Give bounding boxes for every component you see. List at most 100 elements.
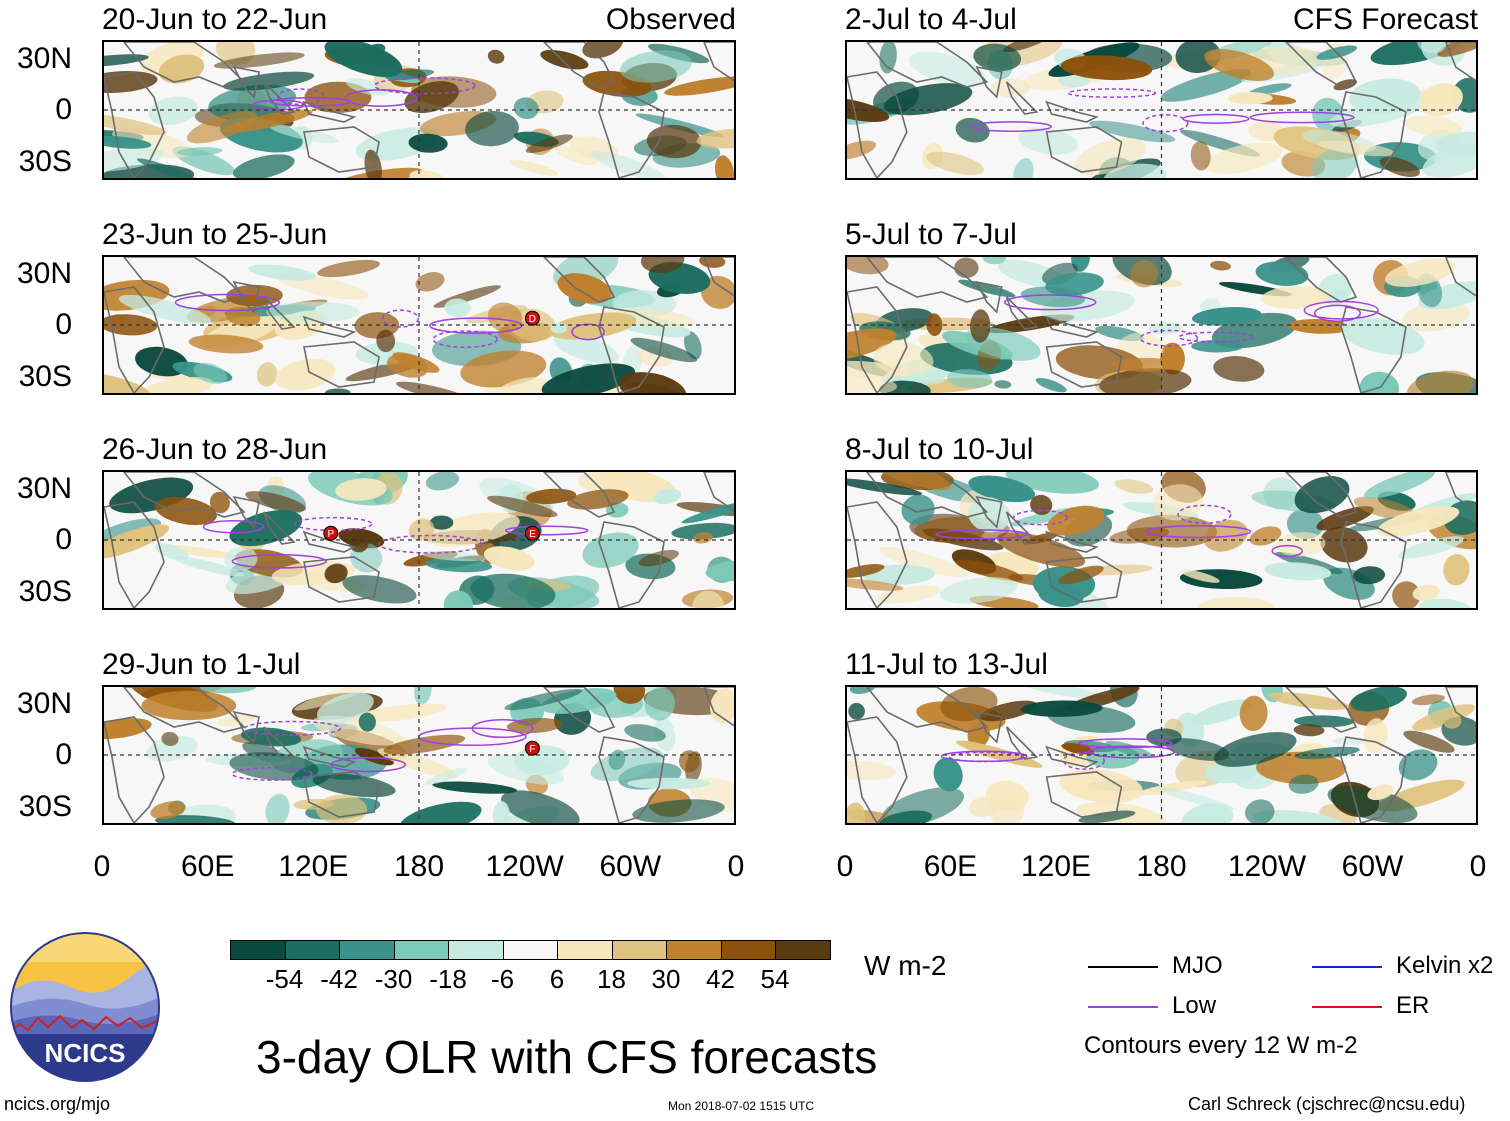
olr-anomaly-blob [1105, 740, 1153, 759]
panel-title: 2-Jul to 4-Jul [845, 3, 1017, 36]
olr-anomaly-blob [640, 257, 685, 274]
low-contour [231, 553, 327, 569]
olr-anomaly-blob [553, 333, 619, 364]
olr-anomaly-blob [161, 731, 179, 746]
coastline [1340, 736, 1407, 823]
footer-url[interactable]: ncics.org/mjo [4, 1094, 111, 1114]
lat-tick-label: 30N [16, 472, 72, 505]
olr-anomaly-blob [223, 71, 315, 91]
olr-anomaly-blob [377, 748, 458, 778]
olr-anomaly-blob [578, 472, 634, 494]
map-panel [845, 685, 1478, 825]
olr-anomaly-blob [1180, 569, 1220, 583]
olr-anomaly-blob [112, 127, 192, 159]
olr-anomaly-blob [188, 334, 264, 354]
olr-anomaly-blob [1443, 554, 1470, 586]
olr-anomaly-blob [513, 97, 539, 120]
olr-anomaly-blob [847, 564, 885, 578]
low-contour [381, 309, 420, 328]
olr-anomaly-blob [1268, 692, 1350, 710]
olr-anomaly-blob [1020, 700, 1103, 717]
olr-anomaly-blob [982, 257, 1007, 265]
olr-anomaly-blob [1038, 582, 1084, 608]
olr-anomaly-blob [1327, 290, 1348, 302]
coastline [1005, 511, 1039, 545]
olr-anomaly-blob [148, 96, 199, 126]
olr-anomaly-blob [1126, 514, 1218, 548]
olr-anomaly-blob [847, 140, 877, 160]
ncics-logo-icon: NCICS [10, 932, 160, 1082]
olr-anomaly-blob [395, 381, 472, 393]
olr-anomaly-blob [1210, 260, 1231, 271]
olr-anomaly-blob [172, 556, 245, 577]
olr-anomaly-blob [229, 510, 303, 547]
olr-anomaly-blob [1197, 597, 1275, 608]
olr-anomaly-blob [1191, 306, 1262, 326]
colorbar-tick-label: 54 [760, 964, 790, 994]
colorbar-units: W m-2 [864, 950, 947, 981]
coastline [847, 286, 908, 393]
coastline [975, 495, 1003, 529]
olr-anomaly-blob [541, 363, 636, 393]
map-panel [845, 255, 1478, 395]
coastline [104, 501, 165, 608]
olr-anomaly-blob [1392, 581, 1421, 608]
olr-anomaly-blob [1452, 77, 1476, 113]
olr-anomaly-blob [847, 802, 866, 823]
olr-anomaly-blob [1316, 506, 1374, 531]
olr-anomaly-blob [265, 793, 290, 823]
lat-tick-label: 30S [18, 145, 72, 178]
olr-anomaly-blob [696, 128, 734, 149]
low-contour [1303, 300, 1379, 320]
olr-anomaly-blob [1074, 137, 1147, 176]
colorbar-tick-label: -6 [490, 964, 515, 994]
olr-anomaly-blob [386, 353, 429, 378]
coastline [232, 710, 260, 744]
coastline [703, 687, 734, 727]
coastline [1045, 126, 1123, 173]
olr-anomaly-blob [970, 309, 991, 343]
olr-anomaly-blob [444, 298, 471, 318]
olr-anomaly-blob [1045, 272, 1104, 296]
coastline [542, 42, 616, 88]
colorbar-tick-label: -30 [374, 964, 413, 994]
olr-anomaly-blob [483, 546, 535, 571]
olr-anomaly-blob [1015, 687, 1106, 700]
olr-anomaly-blob [1181, 803, 1234, 823]
olr-anomaly-blob [1058, 565, 1104, 585]
coastline [1340, 521, 1407, 608]
olr-anomaly-blob [1111, 357, 1180, 372]
olr-anomaly-blob [688, 777, 734, 816]
olr-anomaly-blob [409, 169, 444, 178]
main-title: 3-day OLR with CFS forecasts [256, 1031, 878, 1083]
olr-anomaly-blob [1406, 370, 1474, 393]
olr-anomaly-blob [256, 362, 278, 387]
low-contour [202, 519, 265, 534]
olr-anomaly-blob [1379, 156, 1420, 177]
lon-tick-label: 0 [836, 850, 854, 883]
olr-anomaly-blob [1227, 92, 1273, 105]
olr-anomaly-blob [376, 329, 396, 353]
low-contour [344, 89, 418, 107]
colorbar-tick-label: 42 [706, 964, 735, 994]
coastline [263, 726, 296, 760]
colorbar-tick-label: -54 [265, 964, 304, 994]
olr-anomaly-blob [879, 42, 897, 74]
olr-anomaly-blob [335, 478, 387, 501]
olr-anomaly-blob [968, 475, 1036, 503]
olr-anomaly-blob [324, 42, 403, 77]
olr-anomaly-blob [186, 111, 258, 144]
olr-anomaly-blob [692, 590, 725, 608]
low-contour [244, 720, 342, 736]
low-contour [1012, 509, 1068, 526]
olr-anomaly-blob [432, 781, 518, 794]
lon-tick-label: 0 [93, 850, 111, 883]
olr-anomaly-blob [154, 496, 217, 526]
olr-anomaly-blob [104, 718, 152, 739]
logo-text: NCICS [45, 1038, 126, 1068]
observed-label: Observed [605, 3, 736, 36]
lat-tick-label: 30N [16, 42, 72, 75]
coastline [847, 716, 908, 823]
low-contour [504, 525, 589, 536]
olr-anomaly-blob [1434, 131, 1476, 157]
